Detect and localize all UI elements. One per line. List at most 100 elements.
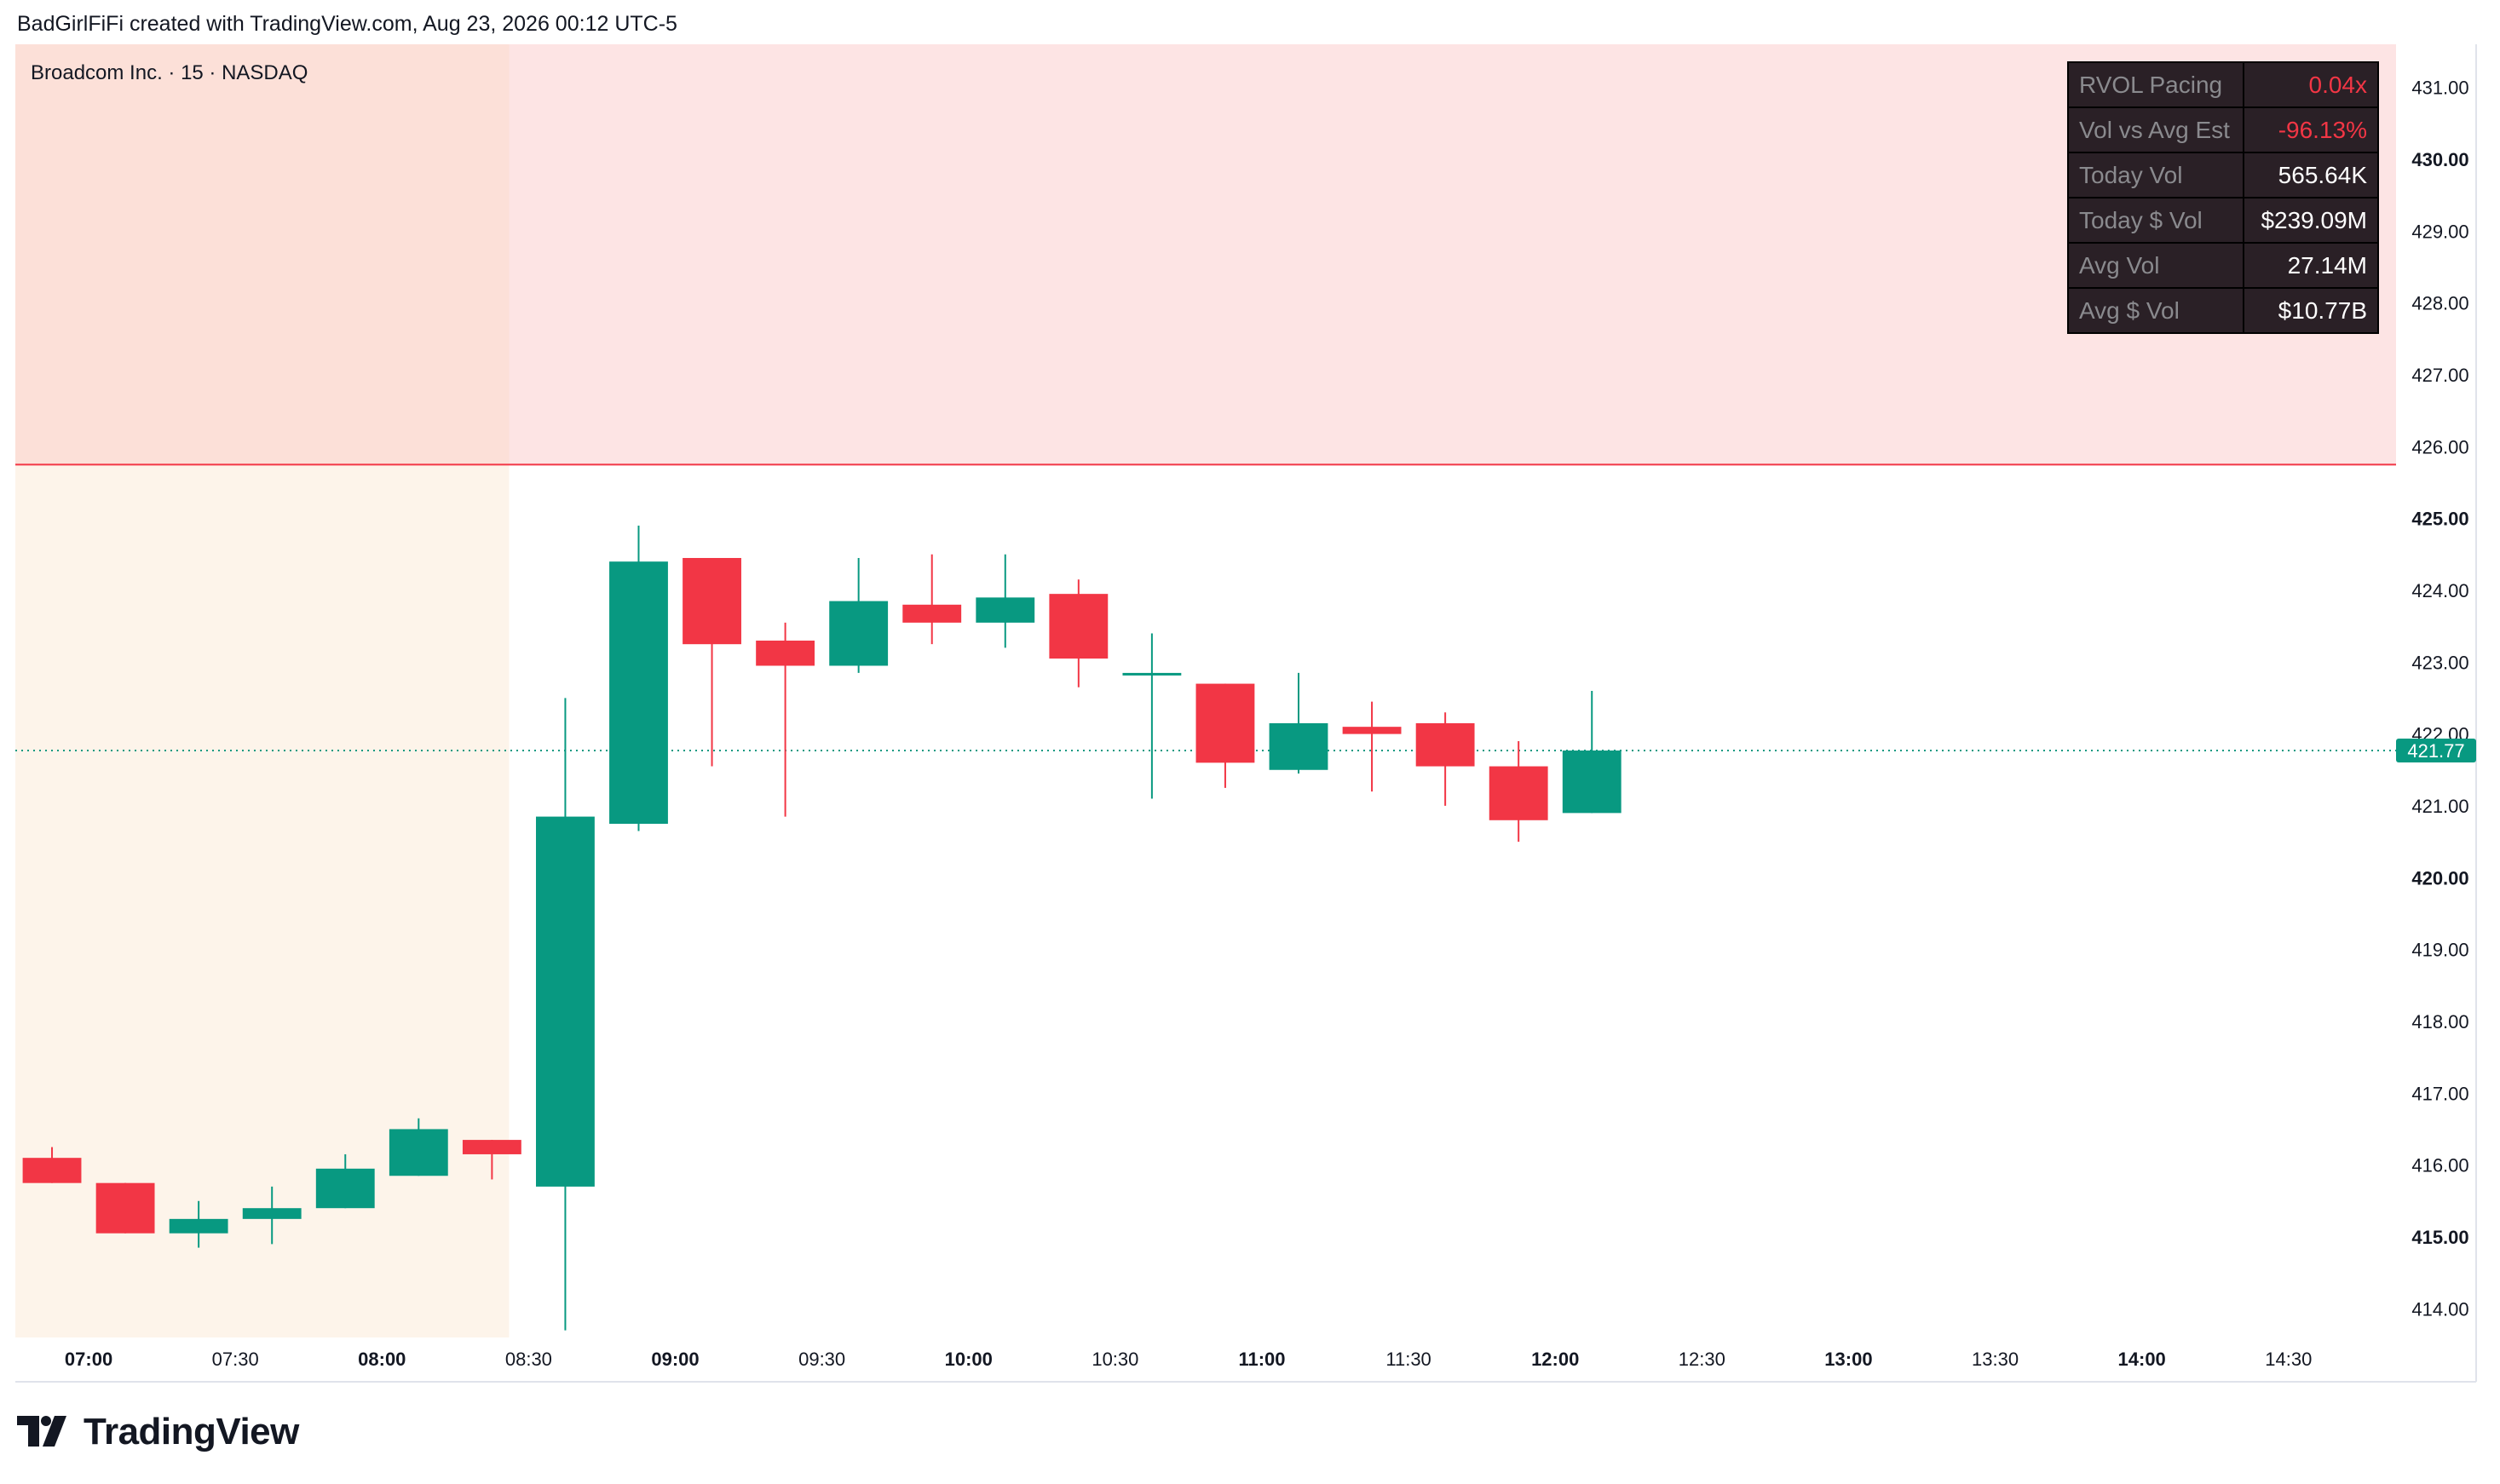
candle xyxy=(242,1186,302,1245)
symbol-title: Broadcom Inc. · 15 · NASDAQ xyxy=(31,61,308,84)
price-axis: 414.00 415.00 416.00 417.00 418.00 419.00 420.… xyxy=(2396,78,2476,1320)
candle-body xyxy=(683,557,741,645)
candle xyxy=(1342,701,1402,792)
candle xyxy=(756,622,815,817)
candle xyxy=(1562,691,1622,814)
candle-body xyxy=(95,1182,155,1234)
candle-body xyxy=(976,597,1035,623)
time-tick-label: 07:30 xyxy=(212,1349,259,1370)
time-tick-label: 14:00 xyxy=(2118,1349,2166,1370)
rvol-value: $10.77B xyxy=(2243,287,2379,334)
candle-body xyxy=(1195,683,1255,763)
candle-body xyxy=(1489,766,1548,820)
candle-body xyxy=(22,1158,82,1183)
candle xyxy=(976,554,1035,648)
candle xyxy=(1195,683,1255,788)
rvol-key: RVOL Pacing xyxy=(2067,61,2244,108)
last-price-badge: 421.77 xyxy=(2396,738,2476,762)
rvol-value: 27.14M xyxy=(2243,242,2379,289)
candle-body xyxy=(756,640,815,666)
price-tick-label: 415.00 xyxy=(2411,1227,2468,1248)
time-axis: 07:00 07:30 08:00 08:30 09:00 09:30 10:00 10:30… xyxy=(65,1349,2312,1370)
rvol-row: Today Vol 565.64K xyxy=(2067,152,2379,198)
time-tick-label: 08:00 xyxy=(358,1349,406,1370)
candle-body xyxy=(1269,722,1328,770)
rvol-value: $239.09M xyxy=(2243,197,2379,244)
candle xyxy=(462,1140,521,1180)
candle xyxy=(902,554,962,645)
premarket-zone xyxy=(15,464,510,1337)
price-tick-label: 424.00 xyxy=(2411,580,2468,601)
price-tick-label: 429.00 xyxy=(2411,221,2468,242)
candle xyxy=(683,557,741,767)
rvol-row: Vol vs Avg Est -96.13% xyxy=(2067,106,2379,153)
tradingview-logo[interactable]: TradingView xyxy=(17,1411,299,1453)
rvol-row: Today $ Vol $239.09M xyxy=(2067,197,2379,244)
price-tick-label: 426.00 xyxy=(2411,436,2468,457)
time-tick-label: 11:30 xyxy=(1385,1349,1431,1370)
candle xyxy=(315,1153,375,1209)
rvol-value: 565.64K xyxy=(2243,152,2379,198)
time-tick-label: 09:00 xyxy=(651,1349,699,1370)
time-tick-label: 12:00 xyxy=(1531,1349,1579,1370)
candle-body xyxy=(829,601,889,666)
price-tick-label: 427.00 xyxy=(2411,365,2468,386)
rvol-value: 0.04x xyxy=(2243,61,2379,108)
candle-body xyxy=(1415,722,1475,767)
candle xyxy=(1415,712,1475,806)
candle xyxy=(95,1182,155,1234)
price-tick-label: 428.00 xyxy=(2411,293,2468,314)
last-price-badge-bg xyxy=(2396,738,2476,762)
candle-body xyxy=(169,1218,228,1234)
price-tick-label: 423.00 xyxy=(2411,652,2468,673)
candle xyxy=(829,557,889,673)
price-tick-label: 431.00 xyxy=(2411,78,2468,99)
rvol-key: Avg Vol xyxy=(2067,242,2244,289)
rvol-key: Vol vs Avg Est xyxy=(2067,106,2244,153)
candle xyxy=(1122,633,1182,799)
candle-body xyxy=(1562,750,1622,814)
candle xyxy=(22,1147,82,1183)
time-tick-label: 11:00 xyxy=(1238,1349,1285,1370)
candle xyxy=(609,526,668,831)
tradingview-wordmark: TradingView xyxy=(84,1411,299,1452)
rvol-row: Avg Vol 27.14M xyxy=(2067,242,2379,289)
time-tick-label: 08:30 xyxy=(505,1349,552,1370)
time-tick-label: 10:00 xyxy=(945,1349,993,1370)
candle-body xyxy=(1342,727,1402,734)
rvol-row: RVOL Pacing 0.04x xyxy=(2067,61,2379,108)
tradingview-logo-icon xyxy=(17,1416,66,1447)
candle xyxy=(169,1200,228,1248)
candle-body xyxy=(609,561,668,825)
background-zones xyxy=(15,44,2396,1337)
candle xyxy=(536,698,595,1331)
candle-body xyxy=(1049,594,1109,659)
rvol-row: Avg $ Vol $10.77B xyxy=(2067,287,2379,334)
candles xyxy=(22,526,1622,1331)
time-tick-label: 13:00 xyxy=(1824,1349,1872,1370)
candle-body xyxy=(242,1208,302,1219)
candle-body xyxy=(536,816,595,1187)
time-tick-label: 12:30 xyxy=(1679,1349,1725,1370)
candle xyxy=(1489,741,1548,843)
last-price-label: 421.77 xyxy=(2407,740,2464,762)
price-tick-label: 414.00 xyxy=(2411,1298,2468,1320)
price-tick-label: 419.00 xyxy=(2411,940,2468,961)
time-tick-label: 07:00 xyxy=(65,1349,112,1370)
candle-body xyxy=(315,1168,375,1209)
price-tick-label: 417.00 xyxy=(2411,1083,2468,1104)
price-tick-label: 420.00 xyxy=(2411,867,2468,889)
price-tick-label: 421.00 xyxy=(2411,796,2468,817)
candle xyxy=(1049,579,1109,687)
candle xyxy=(1269,672,1328,774)
price-tick-label: 418.00 xyxy=(2411,1011,2468,1032)
candle-body xyxy=(389,1129,448,1176)
rvol-key: Avg $ Vol xyxy=(2067,287,2244,334)
chart-credit: BadGirlFiFi created with TradingView.com… xyxy=(17,12,677,36)
candle-body xyxy=(462,1140,521,1154)
price-tick-label: 416.00 xyxy=(2411,1155,2468,1176)
rvol-table: RVOL Pacing 0.04x Vol vs Avg Est -96.13% Tod… xyxy=(2067,61,2379,334)
price-tick-label: 430.00 xyxy=(2411,149,2468,170)
time-tick-label: 14:30 xyxy=(2265,1349,2312,1370)
